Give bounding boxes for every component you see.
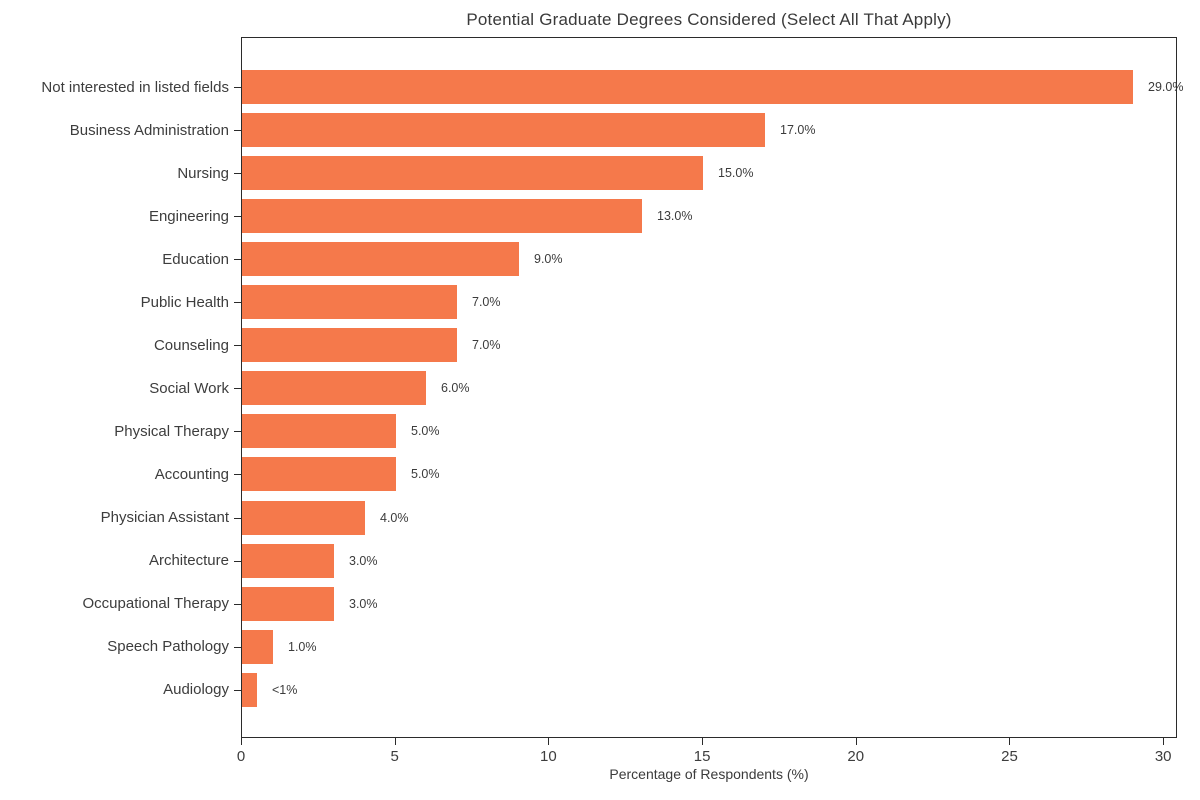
x-tick-label: 10 bbox=[540, 748, 557, 765]
bar-business-administration bbox=[242, 113, 765, 148]
category-label: Education bbox=[162, 250, 229, 268]
x-tick-mark bbox=[241, 738, 242, 745]
y-tick-mark bbox=[234, 173, 241, 175]
y-tick-mark bbox=[234, 302, 241, 304]
x-tick-mark bbox=[1163, 738, 1165, 745]
value-label: <1% bbox=[272, 682, 298, 697]
value-label: 6.0% bbox=[441, 381, 470, 396]
bar-engineering bbox=[242, 199, 642, 234]
y-tick-mark bbox=[234, 216, 241, 218]
category-label: Physician Assistant bbox=[100, 509, 229, 526]
y-tick-mark bbox=[234, 646, 241, 648]
category-label: Physical Therapy bbox=[114, 422, 229, 440]
value-label: 29.0% bbox=[1148, 80, 1184, 94]
bar-education bbox=[242, 242, 519, 277]
category-label: Not interested in listed fields bbox=[41, 78, 229, 96]
value-label: 7.0% bbox=[472, 295, 501, 310]
value-label: 15.0% bbox=[718, 166, 754, 181]
value-label: 5.0% bbox=[411, 467, 440, 482]
category-label: Speech Pathology bbox=[107, 638, 229, 656]
y-tick-mark bbox=[234, 603, 241, 605]
category-label: Counseling bbox=[153, 336, 229, 354]
category-label: Engineering bbox=[148, 207, 229, 225]
y-tick-mark bbox=[234, 259, 241, 261]
x-tick-mark bbox=[855, 738, 857, 745]
y-tick-mark bbox=[234, 474, 241, 476]
value-label: 3.0% bbox=[349, 596, 378, 611]
bar-occupational-therapy bbox=[242, 586, 334, 621]
y-tick-mark bbox=[234, 560, 241, 562]
y-tick-mark bbox=[234, 130, 241, 132]
x-tick-mark bbox=[702, 738, 704, 745]
bar-public-health bbox=[242, 285, 457, 320]
y-tick-mark bbox=[234, 87, 241, 88]
x-tick-label: 20 bbox=[847, 748, 865, 765]
x-tick-label: 5 bbox=[390, 748, 399, 765]
bar-accounting bbox=[242, 457, 396, 492]
y-tick-mark bbox=[234, 517, 241, 519]
value-label: 9.0% bbox=[534, 252, 563, 267]
category-label: Nursing bbox=[177, 164, 229, 182]
value-label: 5.0% bbox=[411, 424, 440, 439]
bar-audiology bbox=[242, 672, 257, 707]
bar-not-interested-in-listed-fields bbox=[242, 70, 1133, 104]
bar-physician-assistant bbox=[242, 500, 365, 535]
category-label: Public Health bbox=[140, 293, 229, 311]
y-tick-mark bbox=[234, 431, 241, 433]
category-label: Business Administration bbox=[69, 121, 229, 139]
y-tick-mark bbox=[234, 388, 241, 390]
x-tick-mark bbox=[1009, 738, 1011, 745]
category-label: Social Work bbox=[149, 379, 229, 397]
bar-speech-pathology bbox=[242, 629, 273, 664]
category-label: Occupational Therapy bbox=[82, 595, 229, 613]
x-tick-label: 25 bbox=[1001, 748, 1018, 765]
value-label: 3.0% bbox=[349, 553, 378, 568]
x-axis-label: Percentage of Respondents (%) bbox=[609, 766, 809, 782]
bar-nursing bbox=[242, 156, 703, 191]
value-label: 7.0% bbox=[472, 338, 501, 353]
x-tick-label: 15 bbox=[693, 748, 711, 765]
bar-architecture bbox=[242, 543, 334, 578]
y-tick-mark bbox=[234, 345, 241, 347]
chart-title: Potential Graduate Degrees Considered (S… bbox=[466, 10, 952, 29]
x-tick-mark bbox=[394, 738, 396, 745]
x-tick-label: 30 bbox=[1154, 748, 1172, 765]
value-label: 1.0% bbox=[288, 639, 317, 654]
bar-physical-therapy bbox=[242, 414, 396, 449]
category-label: Accounting bbox=[154, 465, 229, 483]
plot-area: 29.0% Not interested in listed fields 17.0… bbox=[41, 37, 1183, 765]
value-label: 4.0% bbox=[380, 510, 409, 525]
category-label: Audiology bbox=[163, 681, 229, 699]
bar-social-work bbox=[242, 371, 426, 406]
x-tick-label: 0 bbox=[236, 748, 246, 765]
category-label: Architecture bbox=[148, 552, 229, 570]
y-tick-mark bbox=[234, 689, 241, 691]
value-label: 13.0% bbox=[657, 209, 693, 224]
bar-counseling bbox=[242, 328, 457, 363]
value-label: 17.0% bbox=[780, 123, 816, 138]
x-tick-mark bbox=[548, 738, 550, 745]
